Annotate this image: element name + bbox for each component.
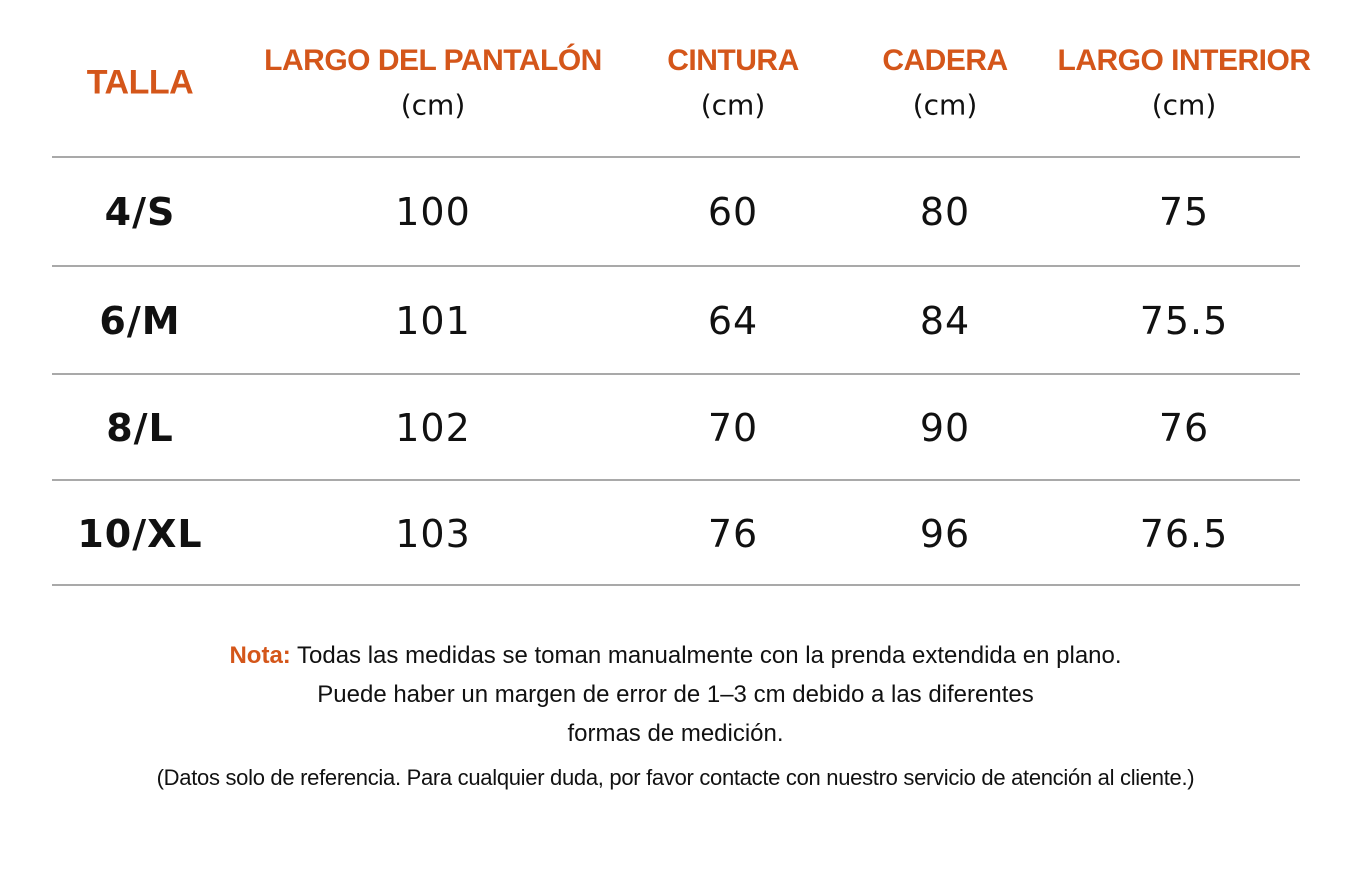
note-line: formas de medición. <box>0 720 1351 748</box>
column-header: LARGO DEL PANTALÓN <box>264 44 602 77</box>
measurement: 96 <box>919 512 971 556</box>
size-label: 6/M <box>99 299 181 343</box>
note-text: formas de medición. <box>567 720 784 747</box>
measurement: 80 <box>919 190 971 234</box>
measurement: 60 <box>707 190 759 234</box>
measurement: 64 <box>707 299 759 343</box>
measurement: 75.5 <box>1139 299 1229 343</box>
note-label: Nota: <box>229 642 291 669</box>
measurement: 76.5 <box>1139 512 1229 556</box>
column-header: TALLA <box>86 63 194 102</box>
row-divider <box>52 265 1300 267</box>
disclaimer: (Datos solo de referencia. Para cualquie… <box>156 765 1195 790</box>
row-divider <box>52 584 1300 586</box>
size-label: 8/L <box>106 406 174 450</box>
measurement: 75 <box>1158 190 1210 234</box>
note-line: Nota: Todas las medidas se toman manualm… <box>0 642 1351 670</box>
column-unit: (cm) <box>912 88 978 122</box>
row-divider <box>52 479 1300 481</box>
size-label: 10/XL <box>77 512 203 556</box>
measurement: 90 <box>919 406 971 450</box>
measurement: 102 <box>395 406 471 450</box>
column-unit: (cm) <box>400 88 466 122</box>
row-divider <box>52 373 1300 375</box>
row-divider <box>52 156 1300 158</box>
note-text: Todas las medidas se toman manualmente c… <box>297 642 1122 669</box>
column-header: CADERA <box>882 44 1008 77</box>
measurement: 103 <box>395 512 471 556</box>
measurement: 84 <box>919 299 971 343</box>
measurement: 101 <box>395 299 471 343</box>
column-header: CINTURA <box>667 44 799 77</box>
column-unit: (cm) <box>700 88 766 122</box>
measurement: 76 <box>1158 406 1210 450</box>
column-unit: (cm) <box>1151 88 1217 122</box>
measurement: 70 <box>707 406 759 450</box>
measurement: 76 <box>707 512 759 556</box>
column-header: LARGO INTERIOR <box>1057 44 1312 77</box>
note-text: Puede haber un margen de error de 1–3 cm… <box>317 681 1034 708</box>
note-line: Puede haber un margen de error de 1–3 cm… <box>0 681 1351 709</box>
size-label: 4/S <box>104 190 176 234</box>
measurement: 100 <box>395 190 471 234</box>
